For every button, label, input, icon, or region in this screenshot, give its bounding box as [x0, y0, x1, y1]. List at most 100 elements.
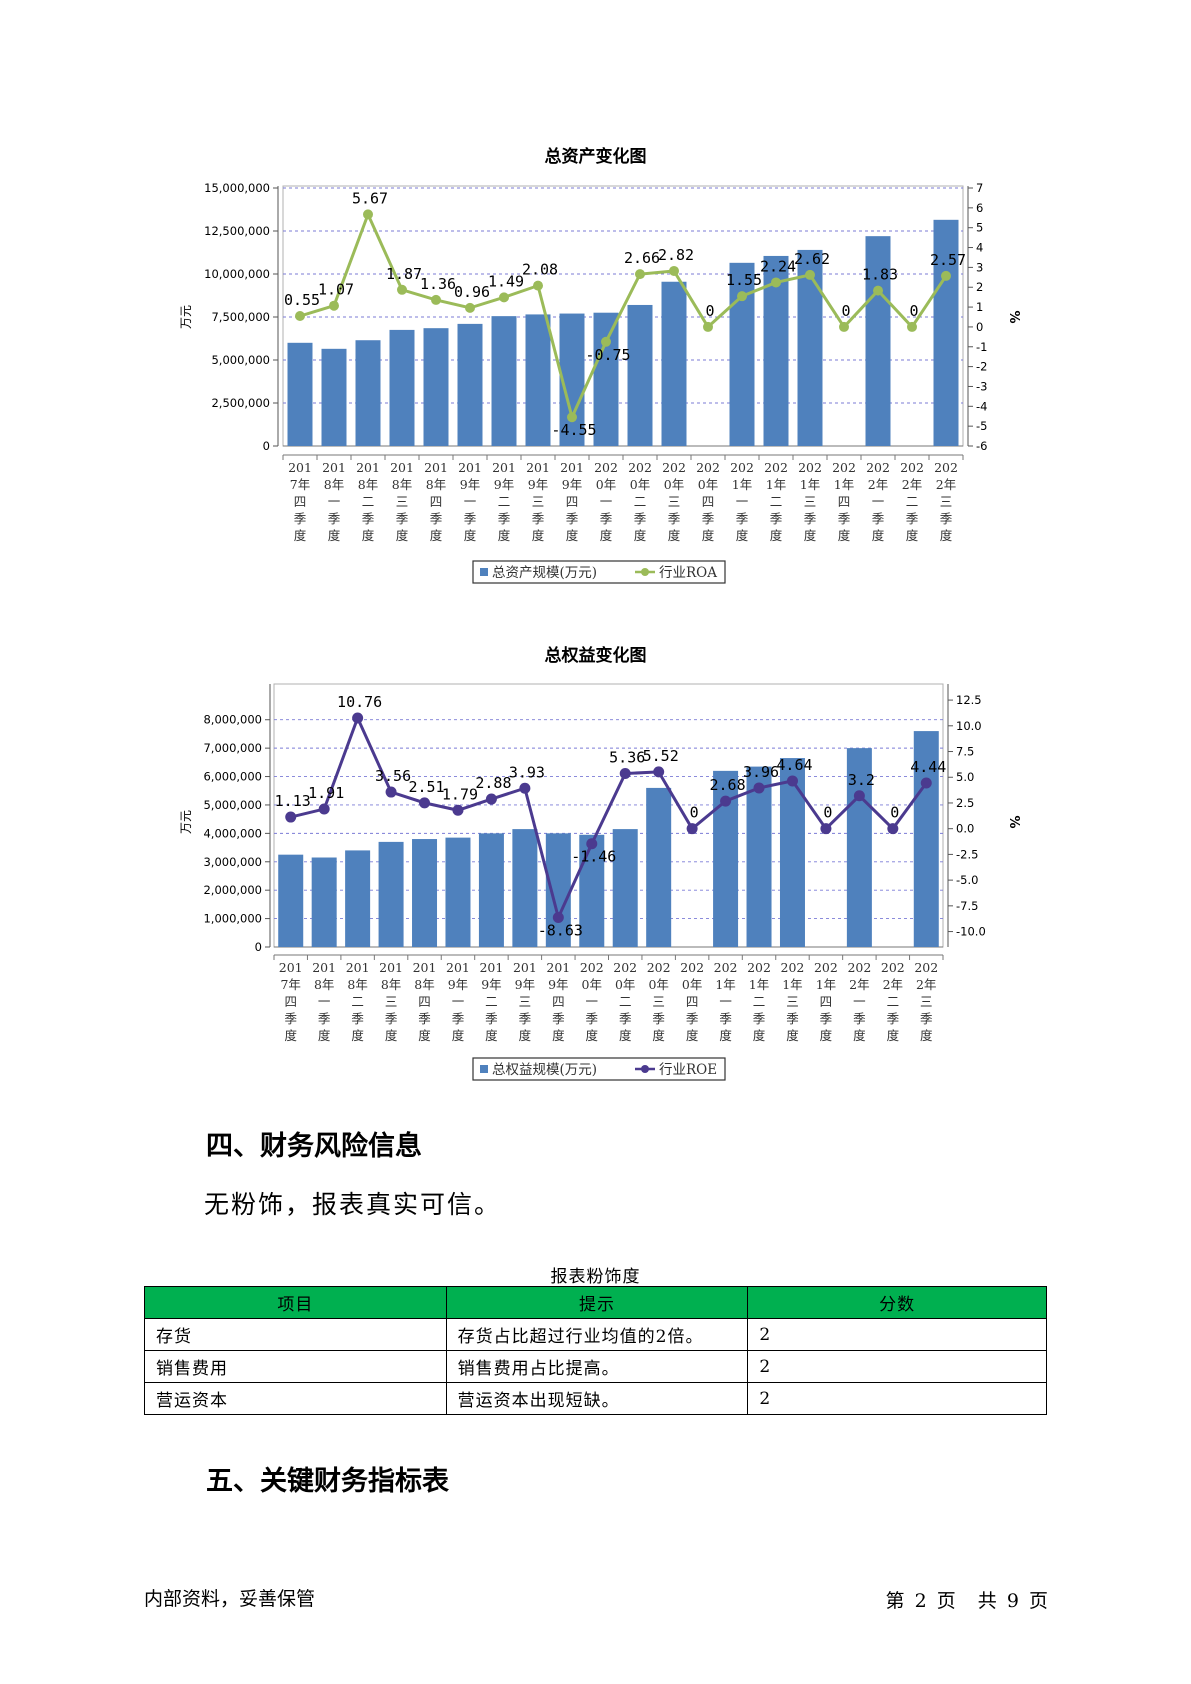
cell-score: 2 [747, 1350, 1047, 1383]
cell-item: 存货 [144, 1318, 447, 1351]
data-label: 3.2 [848, 771, 875, 789]
data-label: 0 [690, 804, 699, 822]
bar [423, 328, 449, 446]
bar [491, 316, 517, 446]
y2-tick-label: -4 [976, 399, 987, 413]
chart2-title: 总权益变化图 [544, 646, 647, 666]
legend-bar-swatch [480, 568, 488, 576]
x-tick-label: 201 8年二季度 [356, 460, 380, 543]
y-tick-label: 4,000,000 [203, 826, 262, 840]
data-label: 0.96 [454, 283, 490, 301]
data-label: 5.52 [643, 747, 679, 765]
bar [345, 850, 371, 947]
y2-tick-label: 7.5 [956, 745, 974, 759]
legend-box [472, 1057, 726, 1081]
series-point [352, 712, 364, 724]
bar [311, 857, 337, 947]
x-tick-label: 202 2年三季度 [934, 460, 958, 543]
table-row: 营运资本 营运资本出现短缺。 2 [144, 1382, 1047, 1415]
x-tick-label: 201 9年四季度 [560, 460, 584, 543]
y-tick-label: 1,000,000 [203, 912, 262, 926]
x-tick-label: 201 7年四季度 [288, 460, 312, 543]
table-row: 销售费用 销售费用占比提高。 2 [144, 1350, 1047, 1383]
bar [321, 348, 347, 446]
x-tick-label: 201 8年四季度 [424, 460, 448, 543]
data-label: 2.68 [710, 776, 746, 794]
legend-bar-label: 总资产规模(万元) [492, 565, 597, 581]
x-tick-label: 202 1年一季度 [714, 960, 738, 1043]
series-point [397, 284, 407, 295]
y2-tick-label: 5 [976, 221, 983, 235]
table-row: 存货 存货占比超过行业均值的2倍。 2 [144, 1318, 1047, 1351]
series-point [619, 768, 631, 780]
data-label: 0 [705, 302, 714, 320]
y2-tick-label: 3 [976, 260, 983, 274]
legend-line-label: 行业ROA [659, 565, 717, 581]
total-assets-chart: 02,500,0005,000,0007,500,00010,000,00012… [179, 181, 1021, 584]
data-label: -8.63 [538, 921, 583, 939]
data-label: 0 [909, 302, 918, 320]
y-tick-label: 6,000,000 [203, 770, 262, 784]
cell-item: 营运资本 [144, 1382, 447, 1415]
series-point [653, 766, 665, 778]
legend-bar-swatch [480, 1065, 488, 1073]
legend-line-label: 行业ROE [659, 1062, 717, 1078]
data-label: 2.62 [794, 250, 830, 268]
page-num: 2 [914, 1590, 927, 1612]
x-tick-label: 202 0年一季度 [580, 960, 604, 1043]
series-point [485, 793, 497, 805]
series-point [720, 795, 732, 807]
bar [865, 236, 891, 446]
y2-tick-label: -1 [976, 340, 987, 354]
x-tick-label: 202 1年三季度 [798, 460, 822, 543]
y2-tick-label: 1 [976, 300, 983, 314]
y2-tick-label: -7.5 [956, 899, 978, 913]
bar [763, 255, 789, 446]
total-prefix: 共 [977, 1590, 997, 1612]
x-tick-label: 202 0年二季度 [613, 960, 637, 1043]
y-axis-label: 万元 [179, 305, 193, 329]
data-label: 1.79 [442, 785, 478, 803]
x-tick-label: 202 0年四季度 [680, 960, 704, 1043]
y-tick-label: 7,000,000 [203, 741, 262, 755]
series-point [452, 804, 464, 816]
series-point [499, 292, 509, 303]
data-label: 1.87 [386, 265, 422, 283]
bar [729, 262, 755, 446]
footer-page-number: 第 2 页 共 9 页 [882, 1586, 1048, 1613]
y-tick-label: 0 [263, 439, 270, 453]
y-tick-label: 2,500,000 [211, 396, 270, 410]
x-tick-label: 201 9年三季度 [526, 460, 550, 543]
series-point [753, 782, 765, 794]
series-point [285, 811, 297, 823]
x-tick-label: 202 0年三季度 [662, 460, 686, 543]
legend-bar-label: 总权益规模(万元) [492, 1061, 597, 1078]
data-label: 2.51 [408, 778, 444, 796]
series-point [820, 823, 832, 835]
bar [646, 787, 672, 947]
data-label: 2.08 [522, 261, 558, 279]
data-label: 0 [841, 302, 850, 320]
page-unit: 页 [936, 1590, 956, 1612]
data-label: 0 [823, 804, 832, 822]
y-axis-label: 万元 [179, 810, 193, 834]
header-hint: 提示 [445, 1286, 749, 1319]
y2-axis-label: % [1006, 310, 1021, 323]
cell-hint: 营运资本出现短缺。 [445, 1382, 749, 1415]
y-tick-label: 5,000,000 [203, 798, 262, 812]
total-unit: 页 [1028, 1590, 1048, 1612]
bar [478, 833, 504, 947]
data-label: 2.66 [624, 249, 660, 267]
data-label: 2.82 [658, 246, 694, 264]
series-point [873, 285, 883, 296]
series-point [419, 797, 431, 809]
data-label: 3.93 [509, 763, 545, 781]
data-label: 0.55 [284, 291, 320, 309]
chart1-title: 总资产变化图 [544, 147, 647, 167]
series-point [519, 782, 531, 794]
bar [579, 834, 605, 947]
series-point [920, 777, 932, 789]
total-equity-chart: 0 1,000,000 2,000,000 3,000,000 4,000,000 5,0… [179, 683, 1021, 1081]
x-tick-label: 202 2年一季度 [866, 460, 890, 543]
y-tick-label: 0 [255, 940, 262, 954]
